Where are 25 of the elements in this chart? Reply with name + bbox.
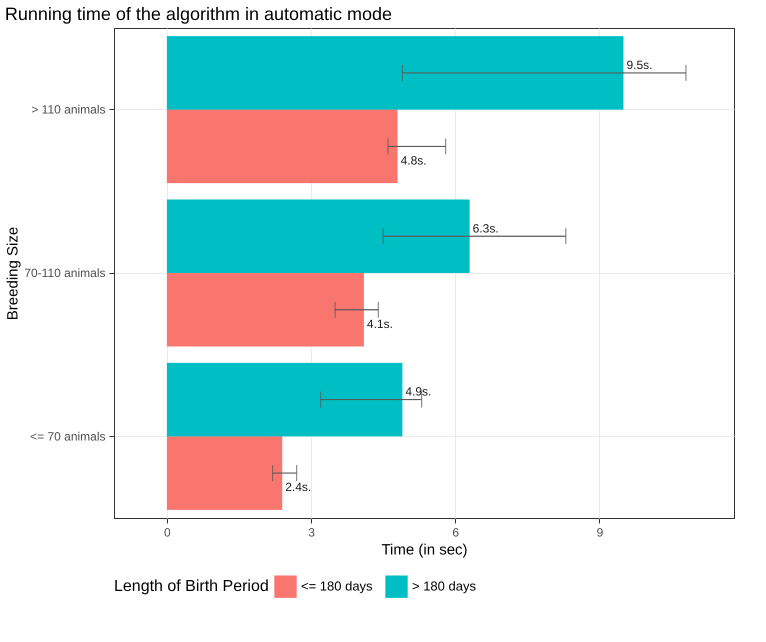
data-label: 9.5s. xyxy=(626,58,652,72)
legend-label: > 180 days xyxy=(412,578,476,594)
data-label: 4.8s. xyxy=(400,153,427,168)
data-label: 4.9s. xyxy=(405,384,432,399)
bar xyxy=(166,110,398,184)
y-axis-title: Breeding Size xyxy=(4,226,22,320)
x-tick-label: 3 xyxy=(308,526,316,540)
data-label: 6.3s. xyxy=(472,221,499,236)
x-tick-label: 9 xyxy=(596,526,604,540)
data-label: 2.4s. xyxy=(285,480,312,494)
bar xyxy=(166,362,402,436)
bar xyxy=(166,436,282,510)
legend-label: <= 180 days xyxy=(301,578,374,594)
bar xyxy=(166,36,624,110)
bar xyxy=(166,200,470,273)
x-tick-label: 6 xyxy=(452,526,460,540)
y-tick-label: <= 70 animals xyxy=(30,429,106,444)
data-label: 4.1s. xyxy=(366,316,393,331)
legend-title: Length of Birth Period xyxy=(114,578,269,595)
bar xyxy=(166,273,364,346)
x-tick-label: 0 xyxy=(164,526,172,540)
chart-title: Running time of the algorithm in automatic mode xyxy=(4,4,392,24)
x-axis-title: Time (in sec) xyxy=(381,542,468,558)
y-tick-label: > 110 animals xyxy=(31,102,106,117)
y-tick-label: 70-110 animals xyxy=(24,266,106,280)
